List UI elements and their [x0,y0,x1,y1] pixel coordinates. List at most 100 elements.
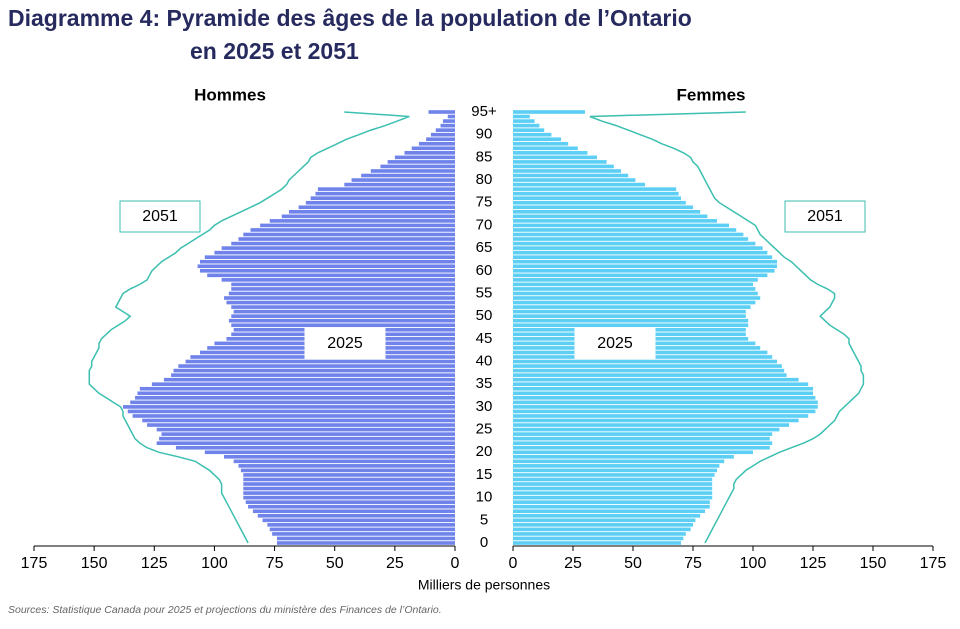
bar [267,523,455,527]
bar [513,287,756,291]
age-label: 95+ [471,103,497,120]
bar [298,205,455,210]
bar [513,128,545,132]
bar [231,241,455,246]
bar [513,504,710,509]
bar [447,114,455,119]
bar [513,155,597,160]
bar [276,536,455,541]
bar [513,241,756,246]
bar [513,495,713,500]
bar [513,509,705,514]
bar [442,119,455,123]
bar [513,386,813,391]
bar [513,427,780,432]
bar [513,423,789,427]
age-label: 55 [476,284,493,301]
x-tick-label: 75 [266,555,284,572]
bar [207,273,455,278]
bar [156,441,456,446]
x-tick-label: 125 [800,555,827,572]
bar [513,228,737,232]
bar [513,187,677,191]
bar [173,368,455,373]
bar [132,414,456,418]
bar [513,296,761,300]
bar [513,214,708,219]
bar [142,418,455,423]
bar [361,173,455,178]
bar [513,191,679,196]
bar [272,532,455,536]
bar [231,282,455,287]
bar [243,477,455,482]
bar [351,178,455,182]
bar [281,214,455,219]
bar [513,318,749,323]
bar [513,486,713,491]
series-box [119,200,201,233]
panel-title: Femmes [677,85,746,104]
bar [159,436,455,441]
bar [513,169,621,173]
bar [139,386,455,391]
bar [513,209,701,214]
bar [513,141,569,146]
bar [243,232,455,237]
bar [171,373,455,377]
bar [513,237,749,241]
x-tick-label: 100 [201,555,228,572]
bar [513,436,770,441]
age-label: 85 [476,148,493,165]
bar [394,155,455,160]
bar [513,314,746,318]
bar [426,137,455,142]
bar [513,246,763,250]
bar [513,432,773,436]
bar [513,373,787,377]
bar [245,500,455,504]
bar [513,164,614,169]
bar [226,300,455,305]
bar [513,250,768,255]
bar [513,500,710,504]
bar [161,432,455,436]
bar [513,255,773,259]
age-label: 30 [476,398,493,415]
bar [513,305,751,309]
age-label: 25 [476,421,493,438]
bar [135,396,456,400]
x-tick-label: 25 [564,555,582,572]
bar [440,123,455,128]
bar [238,464,455,468]
series-box [784,200,866,233]
bar [156,427,456,432]
bar [513,536,684,541]
bar [513,468,717,473]
bar [513,205,693,210]
age-label: 45 [476,330,493,347]
series-label: 2051 [142,208,178,225]
bar [513,532,686,536]
bar [513,523,693,527]
bar [243,486,455,491]
bar [224,296,455,300]
bar [513,323,749,328]
bar [233,459,455,464]
bar [243,482,455,486]
bar [513,178,636,182]
bar [513,146,578,151]
x-tick-label: 0 [509,555,518,572]
series-label: 2051 [807,208,843,225]
bar [233,309,455,314]
bar [513,445,770,450]
bar [370,169,455,173]
bar [513,482,713,486]
bar [513,464,720,468]
x-tick-label: 75 [684,555,702,572]
age-label: 5 [480,511,488,528]
bar [513,309,746,314]
bar [214,250,455,255]
bar [199,259,455,264]
